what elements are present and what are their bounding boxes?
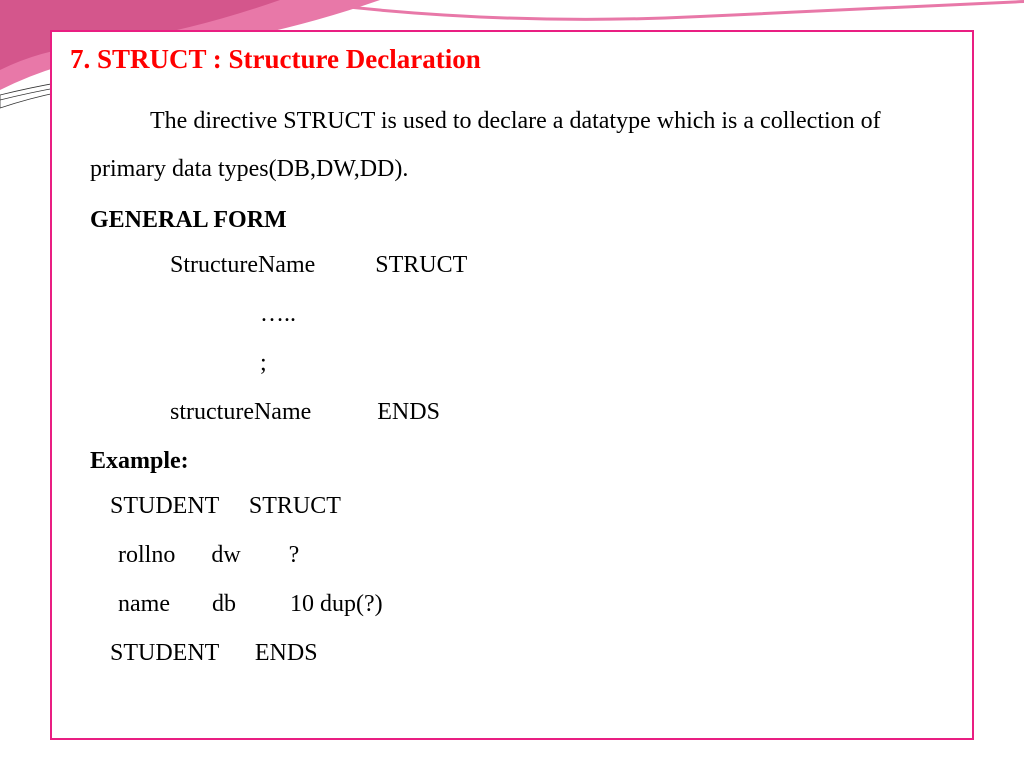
example-line-4: STUDENT ENDS xyxy=(110,640,954,667)
general-form-line-2: ….. xyxy=(260,301,954,328)
general-form-line-4: structureName ENDS xyxy=(170,399,954,426)
slide-title: 7. STRUCT : Structure Declaration xyxy=(70,44,954,75)
content-box: 7. STRUCT : Structure Declaration The di… xyxy=(50,30,974,740)
general-form-label: GENERAL FORM xyxy=(90,207,954,234)
description-text: The directive STRUCT is used to declare … xyxy=(90,97,954,193)
example-line-1: STUDENT STRUCT xyxy=(110,493,954,520)
example-line-3: name db 10 dup(?) xyxy=(118,591,954,618)
general-form-line-1: StructureName STRUCT xyxy=(170,252,954,279)
example-line-2: rollno dw ? xyxy=(118,542,954,569)
general-form-line-3: ; xyxy=(260,350,954,377)
example-label: Example: xyxy=(90,448,954,475)
